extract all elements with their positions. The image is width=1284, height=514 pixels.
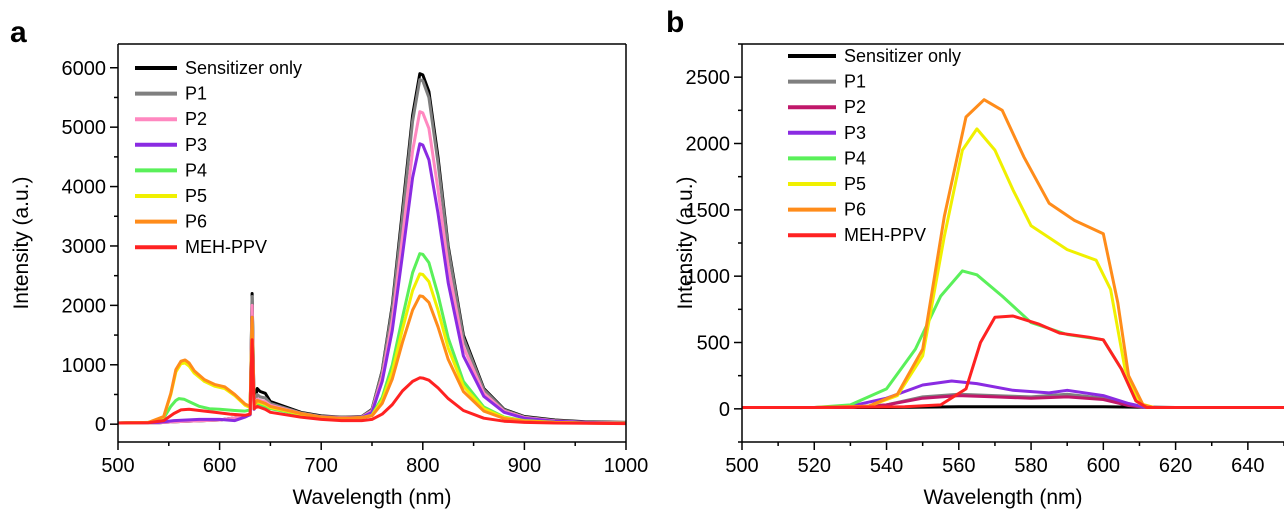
legend-label: P3 [185, 135, 207, 155]
legend-label: P6 [185, 212, 207, 232]
x-tick-label: 540 [870, 455, 903, 477]
x-tick-label: 500 [101, 455, 134, 477]
legend-label: P5 [185, 186, 207, 206]
legend-label: P2 [844, 97, 866, 117]
y-axis-title: Intensity (a.u.) [674, 176, 697, 309]
x-tick-label: 560 [942, 455, 975, 477]
legend-label: P2 [185, 109, 207, 129]
panel-label: a [10, 16, 27, 49]
legend-label: MEH-PPV [844, 225, 926, 245]
x-tick-label: 620 [1159, 455, 1192, 477]
x-axis-title: Wavelength (nm) [923, 486, 1082, 509]
legend: Sensitizer only P1 P2 P3 P4 P5 P6 MEH-PPV [788, 46, 961, 245]
series-group [118, 72, 626, 426]
x-tick-label: 640 [1231, 455, 1264, 477]
y-tick-label: 4000 [62, 177, 107, 199]
y-tick-label: 2500 [686, 67, 731, 89]
series-line-p6 [742, 98, 1284, 409]
series-line-meh-ppv [118, 338, 626, 426]
x-tick-label: 580 [1014, 455, 1047, 477]
x-tick-label: 1000 [604, 455, 649, 477]
x-tick-label: 520 [798, 455, 831, 477]
y-tick-label: 1000 [686, 266, 731, 288]
legend-label: P1 [185, 84, 207, 104]
x-tick-label: 800 [406, 455, 439, 477]
x-tick-label: 600 [203, 455, 236, 477]
legend-label: P4 [844, 148, 866, 168]
series-group [742, 98, 1284, 409]
series-line-p3 [742, 379, 1284, 409]
legend-label: P4 [185, 160, 207, 180]
y-axis-title: Intensity (a.u.) [10, 176, 33, 309]
legend-label: P6 [844, 200, 866, 220]
legend-label: P3 [844, 123, 866, 143]
x-axis-title: Wavelength (nm) [292, 486, 451, 509]
legend-label: MEH-PPV [185, 237, 267, 257]
y-tick-label: 2000 [62, 295, 107, 317]
series-line-p2 [742, 394, 1284, 409]
legend-label: P1 [844, 72, 866, 92]
x-tick-label: 900 [508, 455, 541, 477]
legend-label: P5 [844, 174, 866, 194]
y-tick-label: 6000 [62, 58, 107, 80]
panel-b: b 500 520 540 560 580 600 620 640 0 500 1000 1500 200… [666, 6, 1284, 509]
series-line-meh-ppv [742, 314, 1284, 409]
legend: Sensitizer only P1 P2 P3 P4 P5 P6 MEH-PPV [135, 58, 302, 257]
y-tick-label: 500 [697, 333, 730, 355]
x-tick-label: 700 [305, 455, 338, 477]
y-tick-label: 5000 [62, 117, 107, 139]
series-line-p6 [118, 294, 626, 425]
panel-label: b [666, 6, 684, 39]
y-tick-label: 1500 [686, 200, 731, 222]
x-tick-label: 600 [1087, 455, 1120, 477]
y-tick-label: 1000 [62, 355, 107, 377]
y-tick-label: 0 [719, 399, 730, 421]
panel-a: a 500 600 700 800 900 1000 0 1000 2000 3000 4000 500… [10, 16, 648, 509]
y-tick-label: 3000 [62, 236, 107, 258]
y-tick-label: 2000 [686, 134, 731, 156]
y-tick-label: 0 [95, 414, 106, 436]
legend-label: Sensitizer only [185, 58, 302, 78]
legend-label: Sensitizer only [844, 46, 961, 66]
x-tick-label: 500 [725, 455, 758, 477]
